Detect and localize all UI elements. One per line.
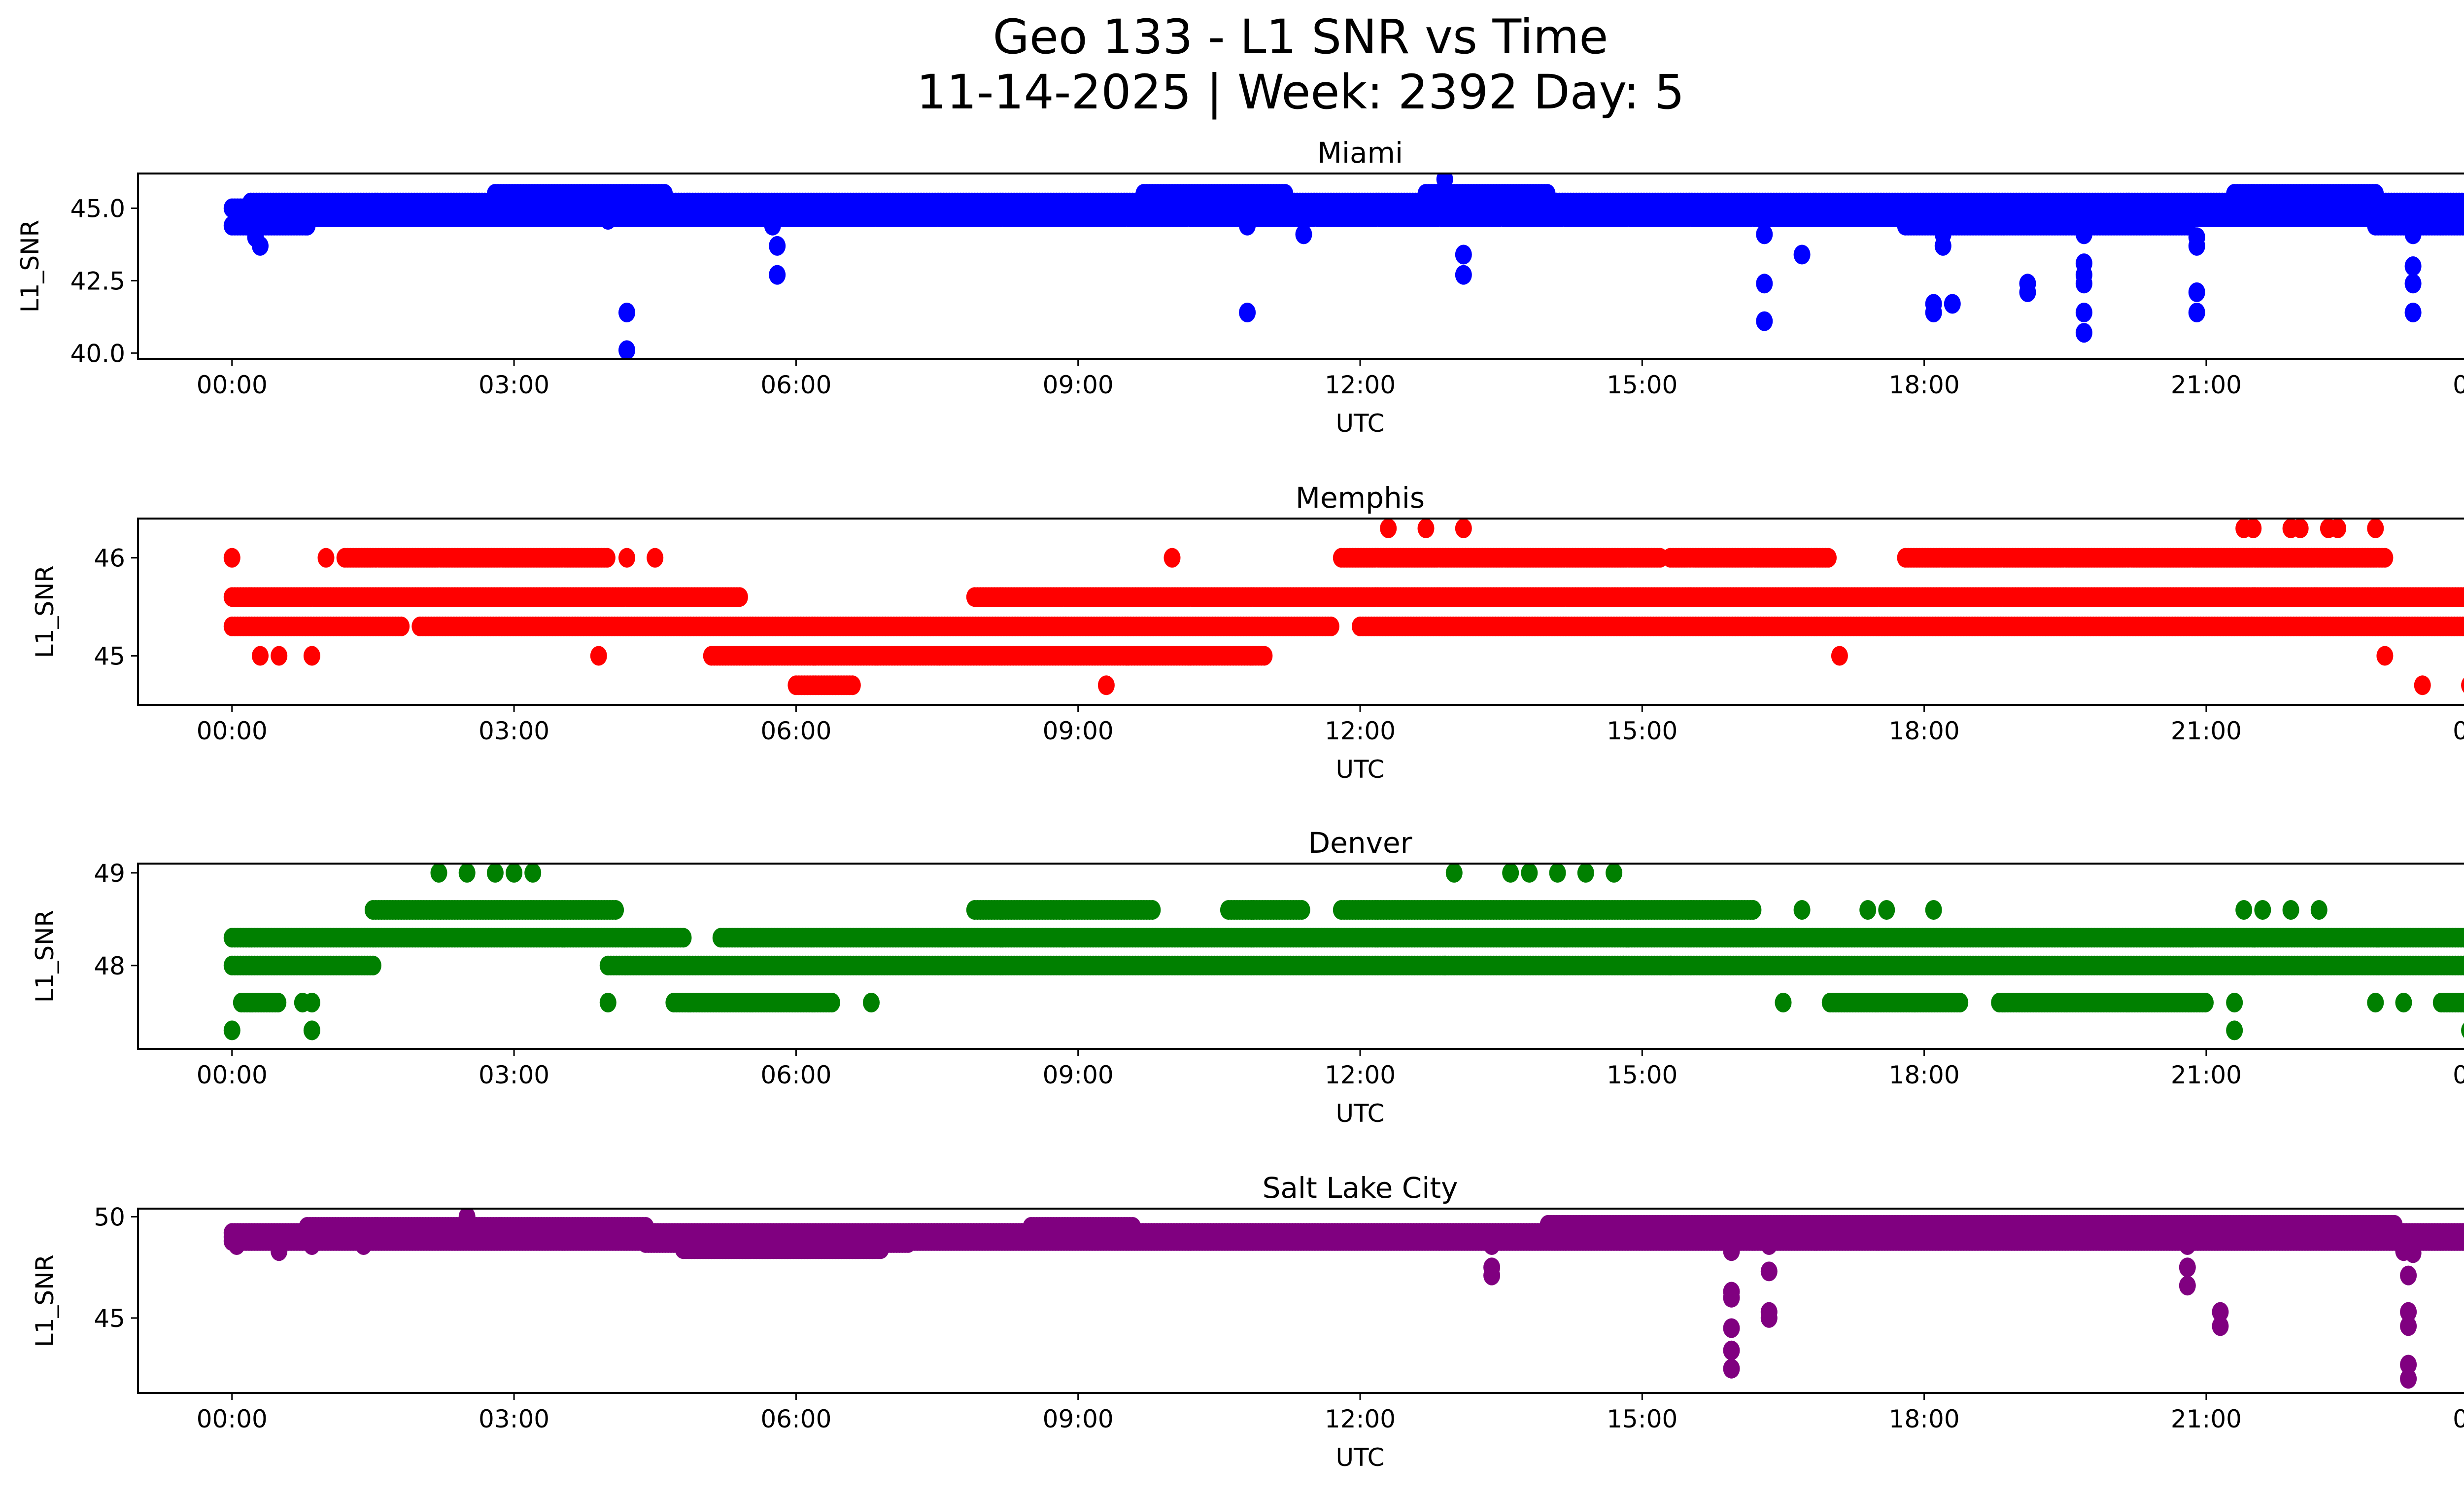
data-point [2460,618,2464,635]
y-axis-label: L1_SNR [16,220,44,313]
data-point [2461,590,2464,605]
data-point-outlier [2075,303,2092,322]
data-point-outlier [769,265,786,285]
x-tick-label: 00:00 [197,371,268,399]
x-tick-label: 00:00 [2453,371,2464,399]
data-point [1322,616,1339,636]
memphis-subplot-title: Memphis [1296,481,1425,515]
x-axis-label: UTC [1335,409,1384,438]
data-point-outlier [1295,224,1312,244]
x-tick-label: 06:00 [760,371,831,399]
data-point-outlier [1756,224,1773,244]
data-point-outlier [1925,303,1942,322]
data-point [2462,196,2464,209]
data-point-outlier [1239,215,1256,236]
data-point-outlier [2404,274,2422,294]
data-point [2460,217,2464,234]
data-point-outlier [2404,256,2422,276]
data-point-outlier [2019,282,2036,302]
data-point-outlier [2075,224,2092,244]
data-point-outlier [1455,265,1472,285]
data-point-outlier [1756,311,1773,331]
x-tick-label: 03:00 [479,371,549,399]
miami-subplot-title: Miami [1317,136,1403,170]
data-point-outlier [1756,274,1773,294]
x-tick-label: 18:00 [1889,371,1960,399]
data-point-outlier [2188,303,2205,322]
panel-miami: Miami 00:00 03:00 06:00 09:00 12:00 15:00 18:00… [16,136,2464,438]
data-point [731,587,748,607]
data-point [1726,207,1743,227]
y-tick-label: 40.0 [70,339,125,368]
data-point-outlier [1239,303,1256,322]
data-point-outlier [2188,236,2205,256]
data-point-outlier [1944,294,1961,314]
data-point [2463,622,2464,631]
miami-series [223,174,2464,359]
data-point [393,616,410,636]
data-point [2459,193,2464,211]
data-point-outlier [764,215,781,236]
data-point-outlier [1455,244,1472,265]
data-point-outlier [2404,303,2422,322]
memphis-series [223,519,2464,695]
x-tick-label: 09:00 [1043,371,1114,399]
data-point-outlier [618,303,635,322]
data-point-outlier [2075,274,2092,294]
data-point-outlier [1436,174,1453,189]
x-tick-label: 12:00 [1325,371,1396,399]
data-point [2367,184,2384,204]
data-point-outlier [252,236,269,256]
data-point-outlier [1793,244,1811,265]
x-tick-label: 21:00 [2171,371,2242,399]
data-point-outlier [599,210,616,230]
data-point-outlier [299,215,316,236]
y-tick-label: 45.0 [70,195,125,223]
data-point [2463,221,2464,231]
data-point-outlier [1934,224,1951,244]
figure-title-line1: Geo 133 - L1 SNR vs Time [993,9,1608,65]
data-point-outlier [769,236,786,256]
y-tick-label: 42.5 [70,267,125,295]
data-point-outlier [2075,323,2092,343]
figure-title-line2: 11-14-2025 | Week: 2392 Day: 5 [917,65,1685,120]
data-point-outlier [618,340,635,359]
x-tick-label: 15:00 [1607,371,1677,399]
data-point-outlier [2188,282,2205,302]
data-point-outlier [2404,224,2422,244]
data-point [1068,207,1086,227]
